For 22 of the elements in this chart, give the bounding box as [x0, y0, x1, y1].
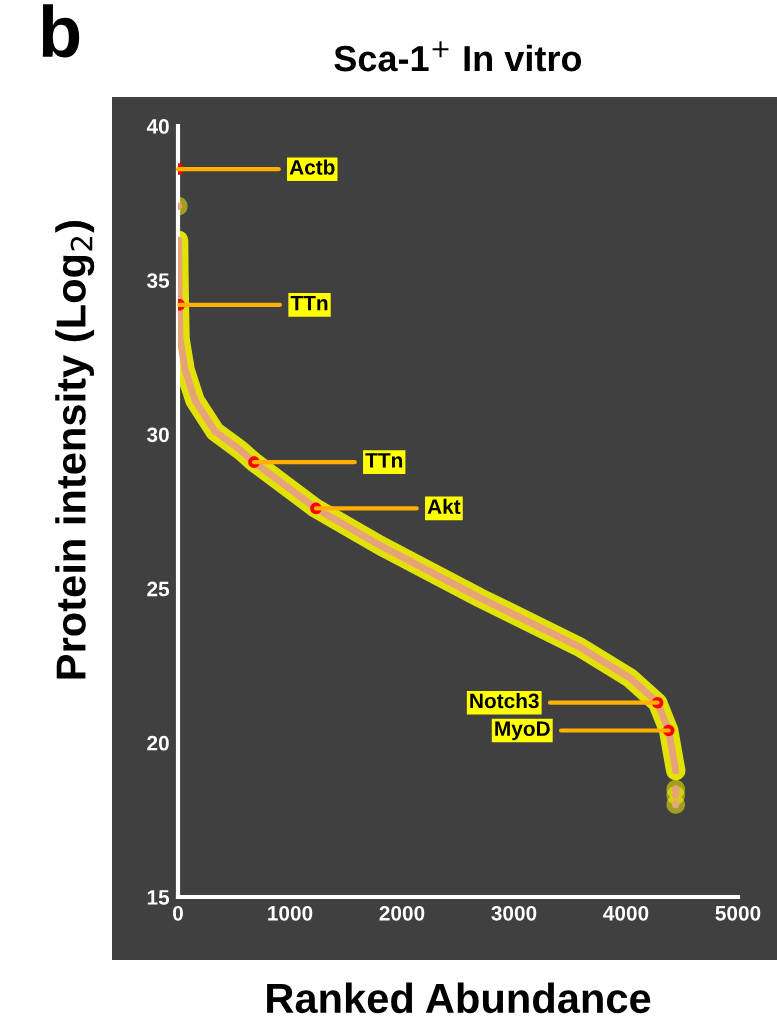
x-tick-label: 4000 — [603, 905, 649, 921]
annotation: TTn — [365, 453, 403, 468]
annotation: TTn — [290, 295, 328, 311]
y-tick-label: 25 — [147, 581, 170, 597]
chart-title: Sca-1$^{+}$ In vitro — [334, 41, 582, 72]
text: b — [42, 4, 80, 58]
x-tick-label: 1000 — [268, 905, 313, 921]
y-axis-title: Protein intensity (Log$_{2}$) — [55, 221, 95, 679]
y-tick-label: 20 — [147, 735, 169, 751]
annotation: Notch3 — [470, 693, 539, 709]
x-tick-label: 3000 — [491, 905, 537, 921]
x-tick-label: 0 — [173, 905, 183, 921]
annotation: Actb — [289, 159, 335, 175]
x-tick-label: 5000 — [715, 905, 761, 921]
y-tick-label: 35 — [146, 273, 170, 288]
annotation: MyoD — [495, 721, 550, 741]
x-axis-title: Ranked Abundance — [267, 982, 651, 1014]
x-tick-label: 2000 — [379, 905, 425, 921]
y-tick-label: 15 — [147, 890, 170, 905]
y-tick-label: 30 — [146, 427, 169, 443]
annotation: Akt — [427, 498, 461, 514]
y-tick-label: 40 — [146, 119, 169, 134]
